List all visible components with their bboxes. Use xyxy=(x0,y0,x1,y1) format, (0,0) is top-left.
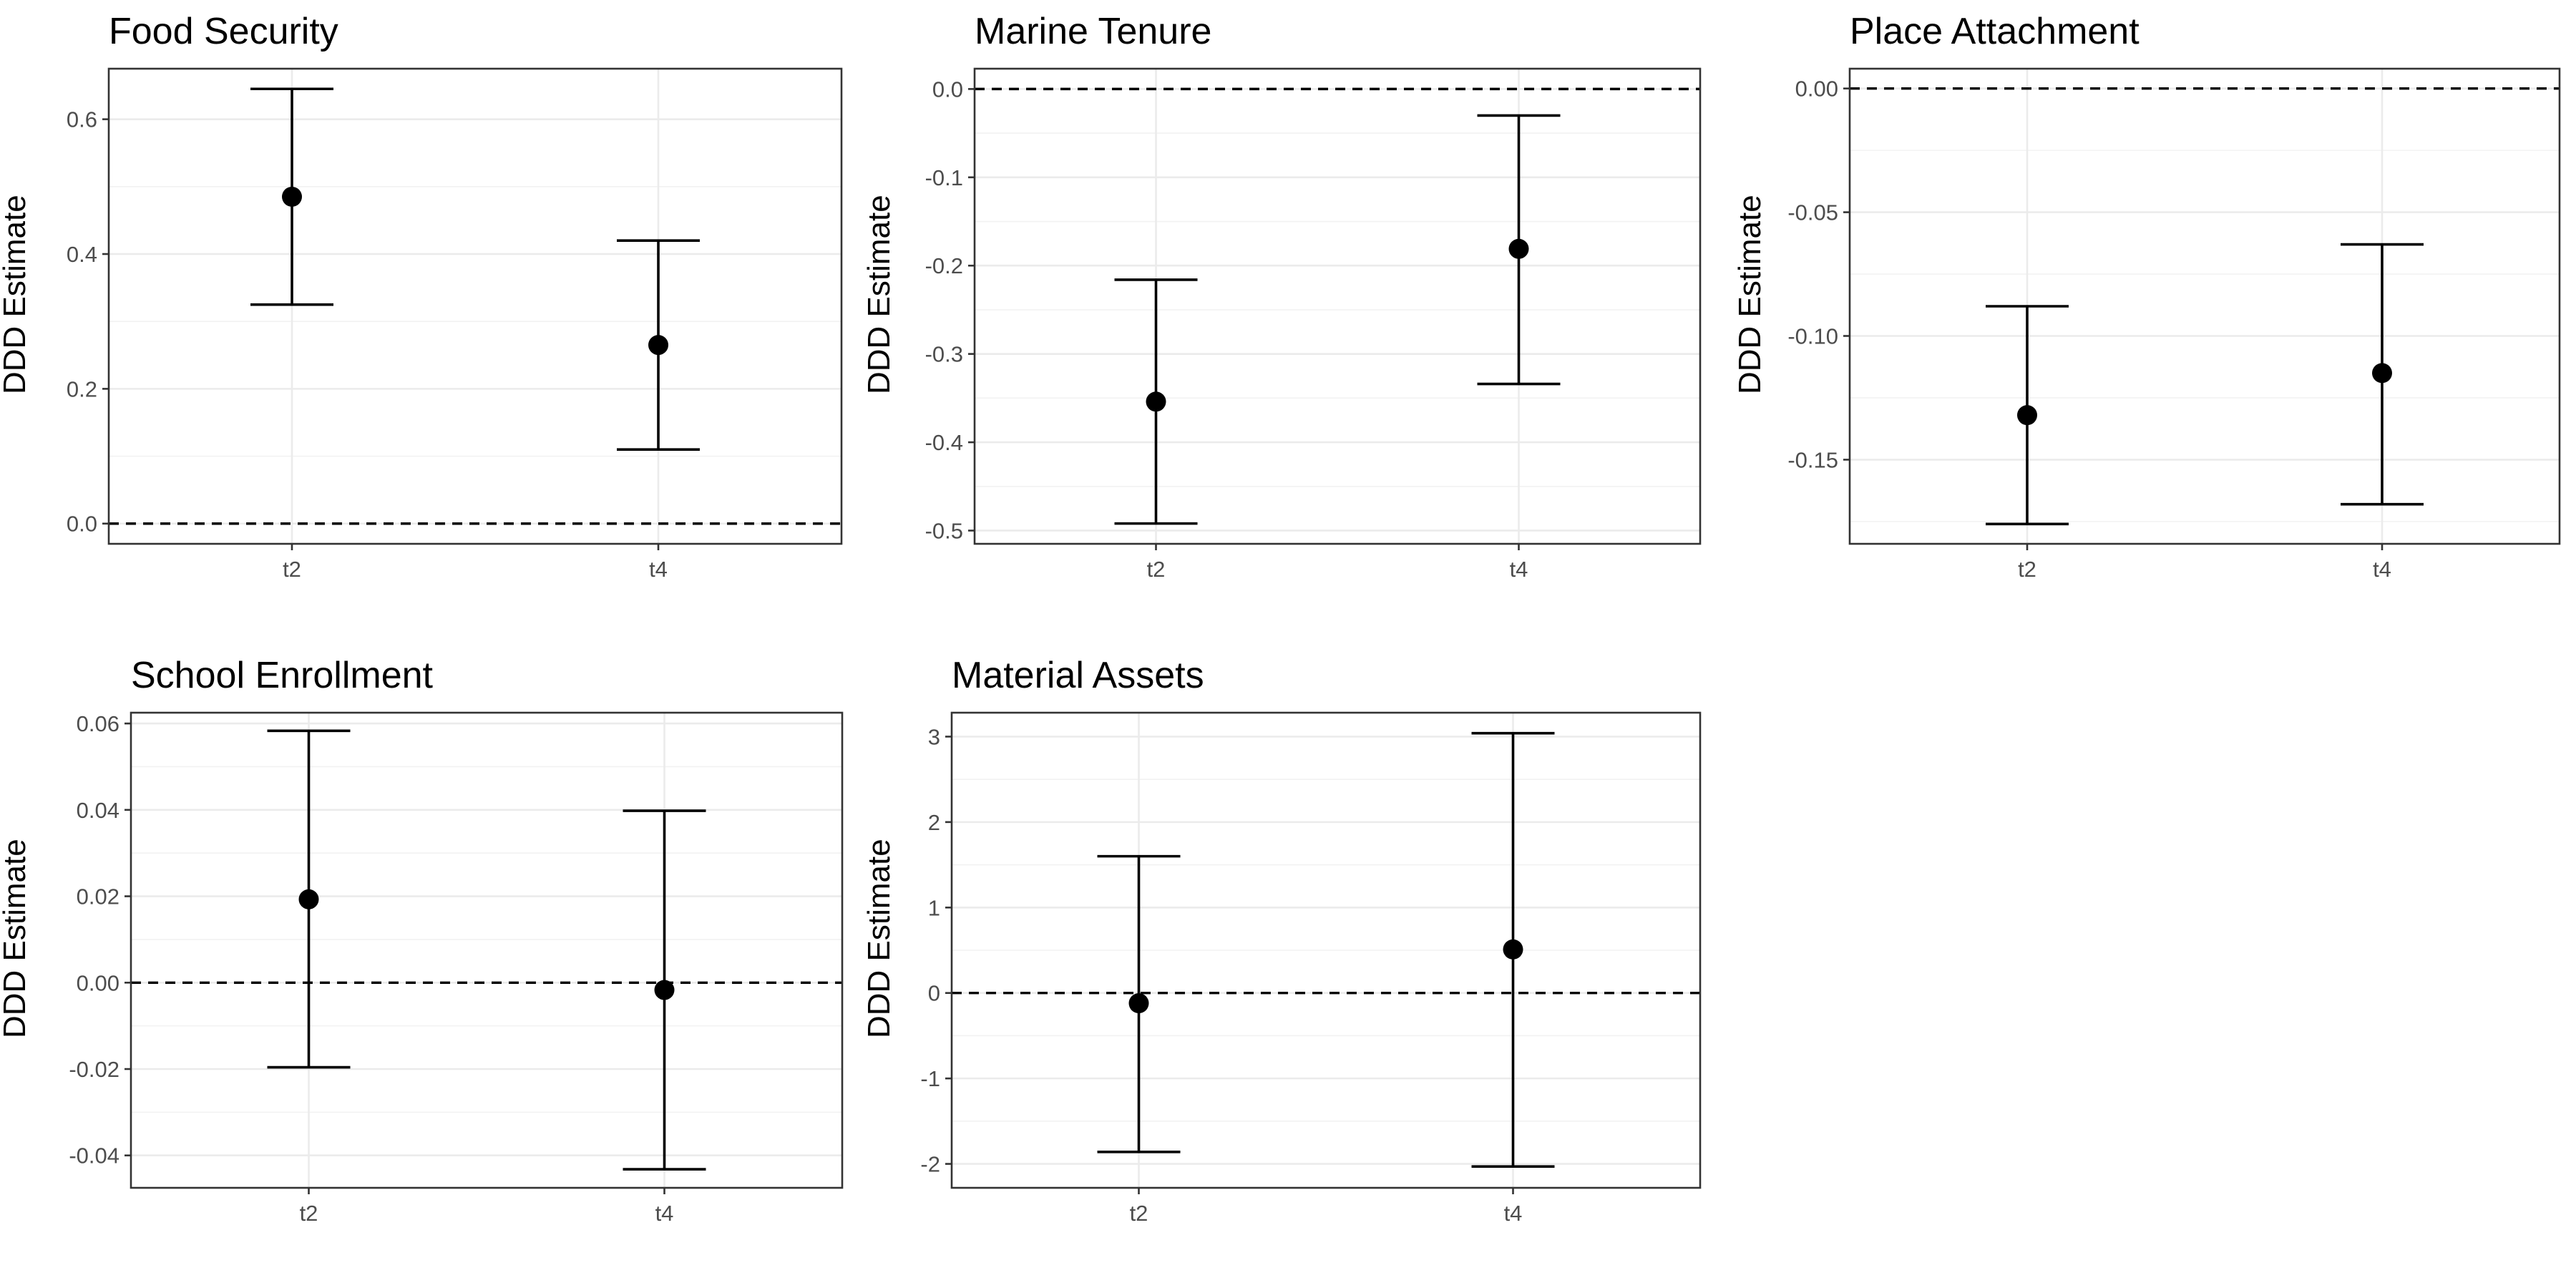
plot-border xyxy=(1848,67,2561,545)
panel-marine-tenure: Marine Tenure DDD Estimate -0.5 -0.4 -0.3-… xyxy=(859,0,1717,644)
y-tick-label: 0.6 xyxy=(67,107,97,132)
y-tick-label: -0.04 xyxy=(69,1143,119,1169)
estimate-point xyxy=(2372,363,2392,384)
x-tick-label: t2 xyxy=(2018,557,2036,582)
y-tick-label: -0.02 xyxy=(69,1057,119,1082)
y-tick-label: -0.05 xyxy=(1787,200,1838,225)
y-tick-label: 1 xyxy=(928,895,940,920)
panel-material-assets: Material Assets DDD Estimate -2 -1 0 1 2 3 t2 t… xyxy=(859,644,1717,1288)
panel-title: Place Attachment xyxy=(1850,11,2140,52)
plot-border xyxy=(107,67,843,545)
y-tick-label: -0.1 xyxy=(925,165,963,190)
y-tick-label: -0.3 xyxy=(925,342,963,367)
y-tick-label: 3 xyxy=(928,724,940,749)
y-tick-label: 0.00 xyxy=(77,970,119,995)
panel-food-security: Food Security DDD Estimate 0.0 0.2 0.4 0.6 t… xyxy=(0,0,859,644)
y-tick-label: 0.2 xyxy=(67,376,97,401)
plot-border xyxy=(973,67,1702,545)
x-tick-label: t2 xyxy=(283,557,301,582)
x-tick-label: t2 xyxy=(300,1201,318,1226)
plot-background xyxy=(109,69,841,544)
plot-school-enrollment: -0.04 -0.02 0.00 0.02 0.04 0.06 t2 t4 xyxy=(69,711,844,1226)
estimate-point xyxy=(1503,939,1523,960)
y-tick-label: -0.5 xyxy=(925,518,963,543)
estimate-point xyxy=(1128,993,1149,1014)
estimate-point xyxy=(654,980,675,1000)
y-tick-label: 0.0 xyxy=(932,77,963,102)
x-tick-label: t2 xyxy=(1130,1201,1148,1226)
plot-background xyxy=(975,69,1700,544)
plot-background xyxy=(1850,69,2560,544)
y-tick-label: 0.00 xyxy=(1795,77,1838,102)
y-tick-label: -0.2 xyxy=(925,253,963,278)
estimate-point xyxy=(298,889,319,909)
x-tick-label: t2 xyxy=(1147,557,1166,582)
panel-title: School Enrollment xyxy=(131,655,433,696)
panel-title: Food Security xyxy=(109,11,338,52)
y-tick-label: -0.15 xyxy=(1787,447,1838,472)
plot-place-attachment: -0.15 -0.10 -0.05 0.00 t2 t4 xyxy=(1787,67,2561,582)
panel-title: Material Assets xyxy=(952,655,1204,696)
y-tick-label: 0 xyxy=(928,981,940,1006)
x-tick-label: t4 xyxy=(1504,1201,1523,1226)
estimate-point xyxy=(1146,391,1166,412)
estimate-point xyxy=(648,335,668,356)
y-tick-label: -0.10 xyxy=(1787,324,1838,349)
panel-place-attachment: Place Attachment DDD Estimate -0.15 -0.10… xyxy=(1717,0,2576,644)
estimate-point xyxy=(1508,238,1529,259)
plot-food-security: 0.0 0.2 0.4 0.6 t2 t4 xyxy=(67,67,843,582)
y-tick-label: 0.0 xyxy=(67,512,97,537)
x-tick-label: t4 xyxy=(1510,557,1528,582)
y-tick-label: 0.02 xyxy=(77,884,119,909)
estimate-point xyxy=(282,186,302,207)
plot-marine-tenure: -0.5 -0.4 -0.3 -0.2 -0.1 0.0 t2 t4 xyxy=(925,67,1702,582)
plot-border xyxy=(950,711,1702,1189)
plot-material-assets: -2 -1 0 1 2 3 t2 t4 xyxy=(920,711,1702,1226)
y-tick-label: -1 xyxy=(920,1066,940,1091)
y-tick-label: -2 xyxy=(920,1152,940,1177)
y-tick-label: 2 xyxy=(928,810,940,835)
y-tick-label: 0.4 xyxy=(67,242,97,267)
estimate-point xyxy=(2017,405,2037,426)
panel-title: Marine Tenure xyxy=(975,11,1212,52)
x-tick-label: t4 xyxy=(649,557,668,582)
plot-border xyxy=(130,711,844,1189)
y-tick-label: 0.06 xyxy=(77,711,119,736)
x-tick-label: t4 xyxy=(2373,557,2391,582)
x-tick-label: t4 xyxy=(655,1201,674,1226)
y-tick-label: -0.4 xyxy=(925,430,963,455)
y-tick-label: 0.04 xyxy=(77,798,119,823)
panel-school-enrollment: School Enrollment DDD Estimate -0.04 -0.0… xyxy=(0,644,859,1288)
plot-background xyxy=(131,713,842,1188)
